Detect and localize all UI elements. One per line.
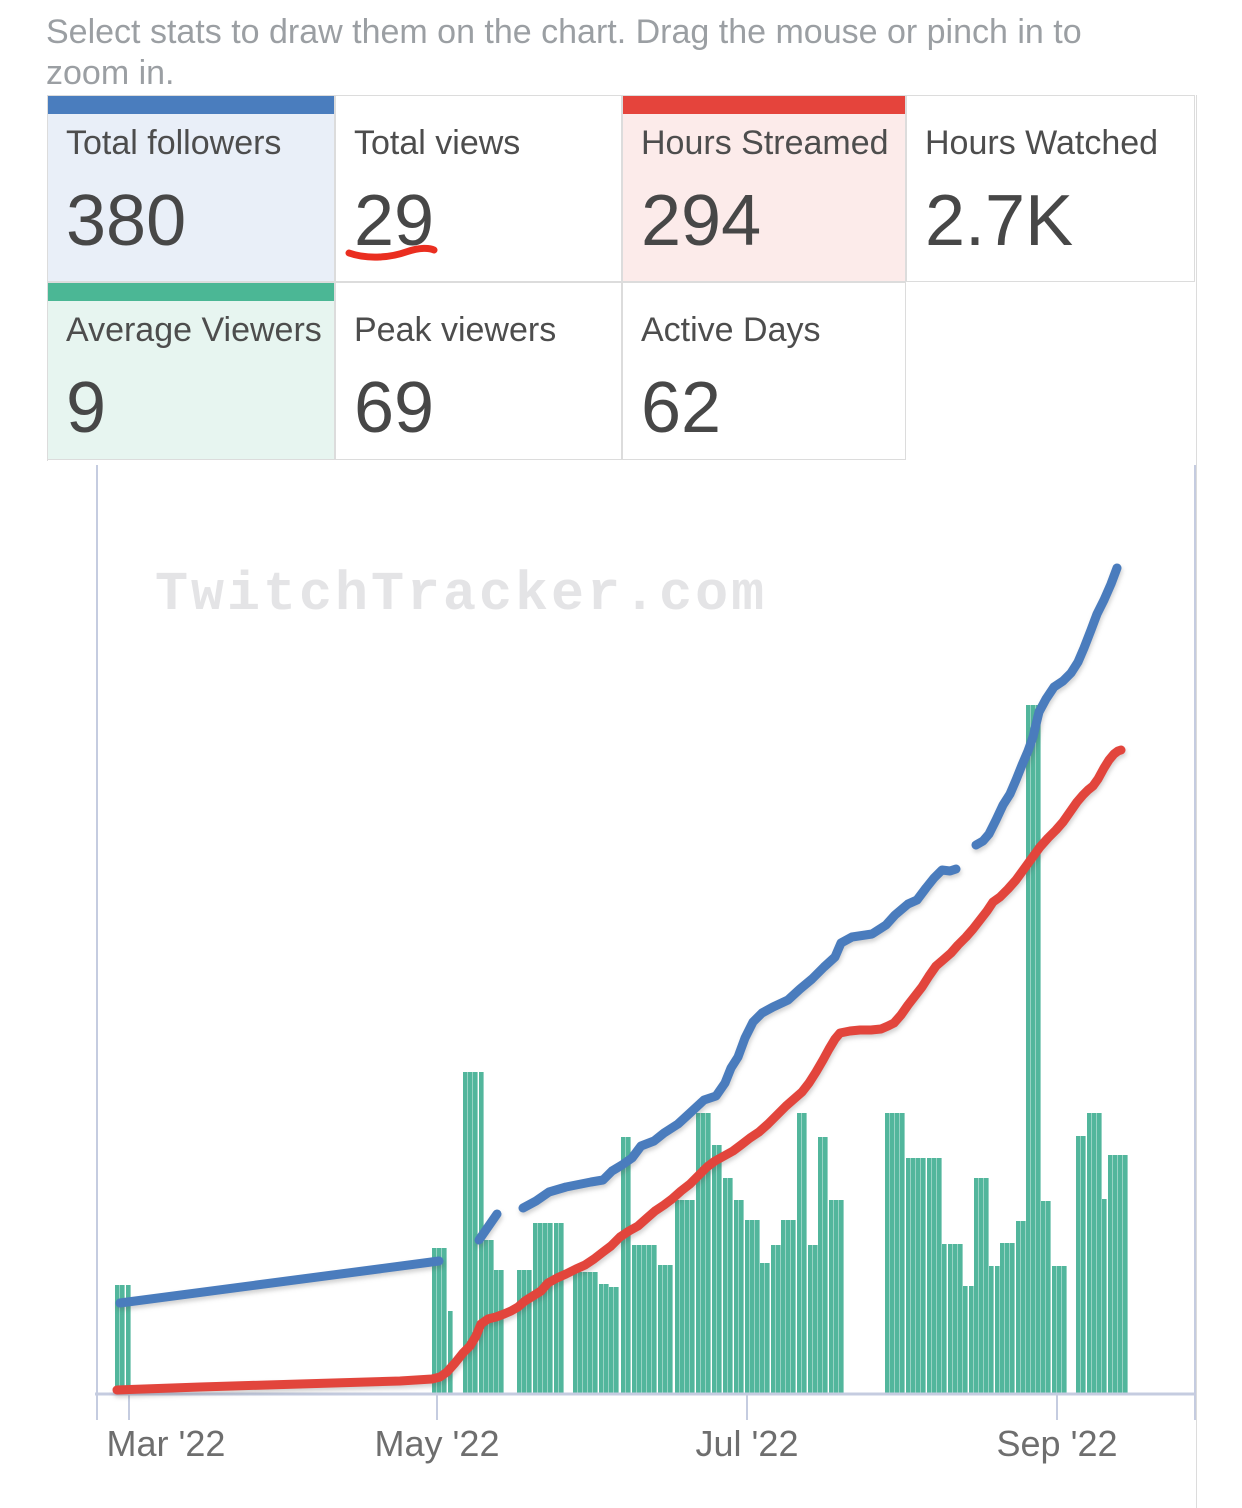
stat-card-value: 62 (641, 368, 722, 448)
x-axis-label-1: Mar '22 (106, 1423, 226, 1464)
stat-card-value: 2.7K (925, 181, 1074, 261)
stat-card-value: 9 (66, 368, 107, 448)
stat-card-accent-bar (623, 96, 905, 114)
stat-card-label: Average Viewers (66, 311, 322, 349)
watermark: TwitchTracker.com (155, 563, 768, 626)
x-axis-label-3: Jul '22 (695, 1423, 799, 1464)
stat-card-active-days[interactable]: Active Days 62 (622, 282, 906, 460)
stat-card-accent-bar (48, 283, 334, 301)
stat-card-label: Total views (354, 124, 521, 162)
stats-card-grid: Total followers 380 Total views 29 Hours… (47, 95, 1197, 460)
stat-card-hours-streamed[interactable]: Hours Streamed 294 (622, 95, 906, 282)
stat-card-peak-viewers[interactable]: Peak viewers 69 (335, 282, 622, 460)
x-axis-label-4: Sep '22 (996, 1423, 1118, 1464)
line-series-total-followers (115, 563, 1122, 1308)
bar-series-average-viewers (115, 705, 1128, 1393)
stat-card-accent-bar (48, 96, 334, 114)
stat-card-value: 294 (641, 181, 762, 261)
stat-card-label: Active Days (641, 311, 821, 349)
x-axis-label-2: May '22 (374, 1423, 500, 1464)
chart-instructions: Select stats to draw them on the chart. … (46, 13, 1082, 92)
stat-card-value: 69 (354, 368, 435, 448)
stat-card-value: 380 (66, 181, 187, 261)
red-underline-annotation (345, 244, 438, 261)
line-series-hours-streamed (112, 745, 1126, 1395)
stat-card-total-followers[interactable]: Total followers 380 (47, 95, 335, 282)
empty-grid-cell (906, 282, 1195, 460)
growth-chart[interactable]: TwitchTracker.com Mar '22 May '22 Jul '22 S… (47, 461, 1196, 1508)
stat-card-label: Hours Watched (925, 124, 1159, 162)
stat-card-label: Hours Streamed (641, 124, 889, 162)
stat-card-label: Total followers (66, 124, 282, 162)
chart-canvas[interactable] (47, 461, 1196, 1508)
stat-card-label: Peak viewers (354, 311, 557, 349)
stat-card-average-viewers[interactable]: Average Viewers 9 (47, 282, 335, 460)
stat-card-total-views[interactable]: Total views 29 (335, 95, 622, 282)
stat-card-hours-watched[interactable]: Hours Watched 2.7K (906, 95, 1195, 282)
